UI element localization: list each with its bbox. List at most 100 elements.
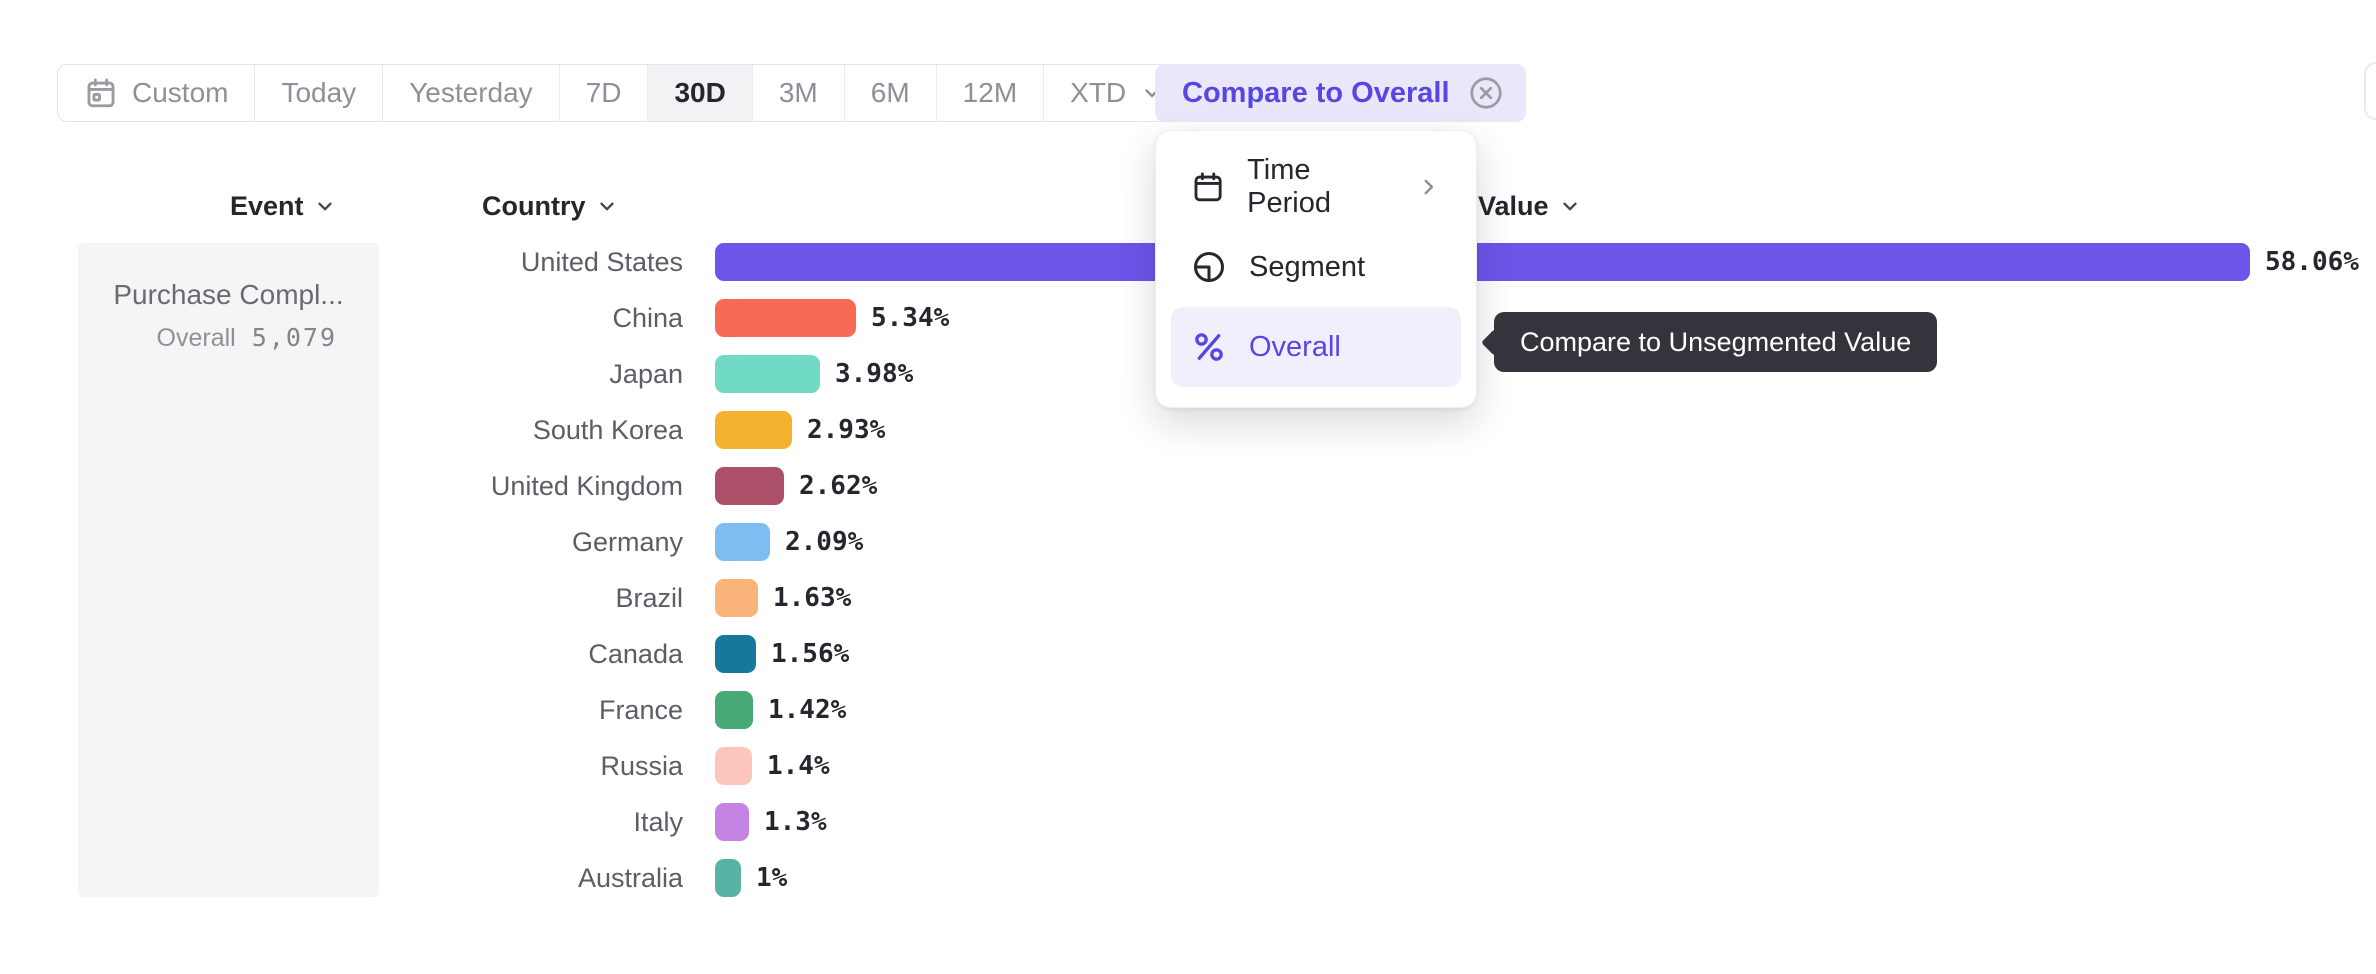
country-label: United Kingdom [490, 470, 683, 501]
toolbar-button-label: 30D [674, 77, 726, 108]
value-label: 1% [756, 863, 788, 893]
bar-south-korea[interactable] [715, 411, 792, 449]
chart-row-australia: Australia 1% [0, 850, 2376, 906]
country-label: Russia [600, 750, 683, 781]
column-header-label: Value [1478, 190, 1549, 221]
chevron-down-icon [317, 202, 332, 211]
country-label: United States [520, 246, 683, 277]
country-label: Italy [633, 806, 683, 837]
value-label: 2.93% [807, 415, 886, 445]
compare-dropdown-menu: Time Period Segment Overall [1155, 130, 1477, 408]
country-label: South Korea [532, 414, 683, 445]
toolbar-button-label: 6M [870, 77, 910, 108]
chart-row-china: China 5.34% [0, 290, 2376, 346]
toolbar-button-yesterday[interactable]: Yesterday [383, 65, 560, 121]
toolbar-button-label: 12M [962, 77, 1018, 108]
date-range-toolbar: Custom Today Yesterday 7D 30D 3M 6M 12M … [57, 64, 1192, 122]
chart-row-brazil: Brazil 1.63% [0, 570, 2376, 626]
menu-item-segment[interactable]: Segment [1171, 227, 1461, 307]
country-label: Japan [609, 358, 683, 389]
value-label: 1.4% [767, 751, 830, 781]
chevron-down-icon [599, 202, 614, 211]
chart-row-russia: Russia 1.4% [0, 738, 2376, 794]
bar-germany[interactable] [715, 523, 770, 561]
toolbar-button-label: Today [281, 77, 357, 108]
chevron-right-icon [1424, 179, 1434, 195]
value-label: 1.63% [773, 583, 852, 613]
toolbar-button-xtd[interactable]: XTD [1044, 65, 1190, 121]
toolbar-button-label: 7D [585, 77, 622, 108]
event-card[interactable]: Purchase Compl... Overall 5,079 [78, 243, 379, 897]
value-label: 1.56% [771, 639, 850, 669]
calendar-icon [87, 78, 115, 108]
overall-label: Overall [156, 324, 236, 352]
overall-value: 5,079 [251, 323, 337, 352]
compare-to-overall-pill[interactable]: Compare to Overall [1155, 64, 1526, 122]
toolbar-button-3m[interactable]: 3M [753, 65, 845, 121]
edge-clipped-button[interactable] [2364, 62, 2376, 120]
toolbar-button-30d[interactable]: 30D [648, 65, 753, 121]
event-name: Purchase Compl... [113, 279, 344, 310]
chart-row-united-states: United States 58.06% [0, 234, 2376, 290]
column-header-event[interactable]: Event [230, 190, 336, 222]
toolbar-button-6m[interactable]: 6M [845, 65, 937, 121]
toolbar-button-custom[interactable]: Custom [58, 65, 256, 121]
value-label: 1.42% [768, 695, 847, 725]
event-overall-row: Overall 5,079 [78, 323, 379, 353]
tooltip: Compare to Unsegmented Value [1481, 312, 1938, 372]
menu-item-time-period[interactable]: Time Period [1171, 147, 1461, 227]
chart-row-france: France 1.42% [0, 682, 2376, 738]
chart-row-japan: Japan 3.98% [0, 346, 2376, 402]
country-label: China [612, 302, 683, 333]
tooltip-text: Compare to Unsegmented Value [1520, 326, 1912, 357]
country-bar-chart: United States 58.06% China 5.34% Japan 3.98% S… [0, 234, 2376, 906]
compare-pill-label: Compare to Overall [1182, 76, 1450, 109]
value-label: 2.62% [799, 471, 878, 501]
value-label: 5.34% [871, 303, 950, 333]
bar-italy[interactable] [715, 803, 749, 841]
bar-united-kingdom[interactable] [715, 467, 784, 505]
bar-canada[interactable] [715, 635, 756, 673]
bar-australia[interactable] [715, 859, 741, 897]
country-label: France [598, 694, 683, 725]
menu-item-label: Time Period [1247, 154, 1331, 219]
value-label: 58.06% [2265, 247, 2359, 277]
value-label: 2.09% [785, 527, 864, 557]
segment-icon [1194, 252, 1224, 282]
toolbar-button-label: Yesterday [409, 77, 533, 108]
chart-row-south-korea: South Korea 2.93% [0, 402, 2376, 458]
bar-china[interactable] [715, 299, 856, 337]
x-circle-icon[interactable] [1468, 75, 1504, 111]
toolbar-button-7d[interactable]: 7D [560, 65, 649, 121]
chevron-down-icon [1562, 202, 1577, 211]
value-label: 3.98% [835, 359, 914, 389]
menu-item-label: Segment [1249, 250, 1366, 283]
column-header-country[interactable]: Country [482, 190, 618, 222]
bar-brazil[interactable] [715, 579, 758, 617]
toolbar-button-label: XTD [1070, 77, 1127, 108]
country-label: Australia [577, 862, 683, 893]
toolbar-button-12m[interactable]: 12M [937, 65, 1045, 121]
country-label: Germany [571, 526, 683, 557]
toolbar-button-label: 3M [778, 77, 818, 108]
calendar-icon [1194, 172, 1222, 202]
country-label: Brazil [615, 582, 683, 613]
toolbar-button-today[interactable]: Today [255, 65, 384, 121]
column-header-label: Event [230, 190, 304, 221]
column-header-label: Country [482, 190, 586, 221]
bar-russia[interactable] [715, 747, 752, 785]
bar-japan[interactable] [715, 355, 820, 393]
chart-row-germany: Germany 2.09% [0, 514, 2376, 570]
chart-row-canada: Canada 1.56% [0, 626, 2376, 682]
toolbar-button-label: Custom [132, 77, 229, 108]
country-label: Canada [588, 638, 683, 669]
chart-row-united-kingdom: United Kingdom 2.62% [0, 458, 2376, 514]
bar-france[interactable] [715, 691, 753, 729]
column-header-value[interactable]: Value [1478, 190, 1581, 222]
menu-item-label: Overall [1249, 330, 1341, 363]
bar-united-states[interactable] [715, 243, 2250, 281]
chart-row-italy: Italy 1.3% [0, 794, 2376, 850]
percent-icon [1195, 333, 1223, 361]
value-label: 1.3% [764, 807, 827, 837]
menu-item-overall[interactable]: Overall [1171, 307, 1461, 387]
